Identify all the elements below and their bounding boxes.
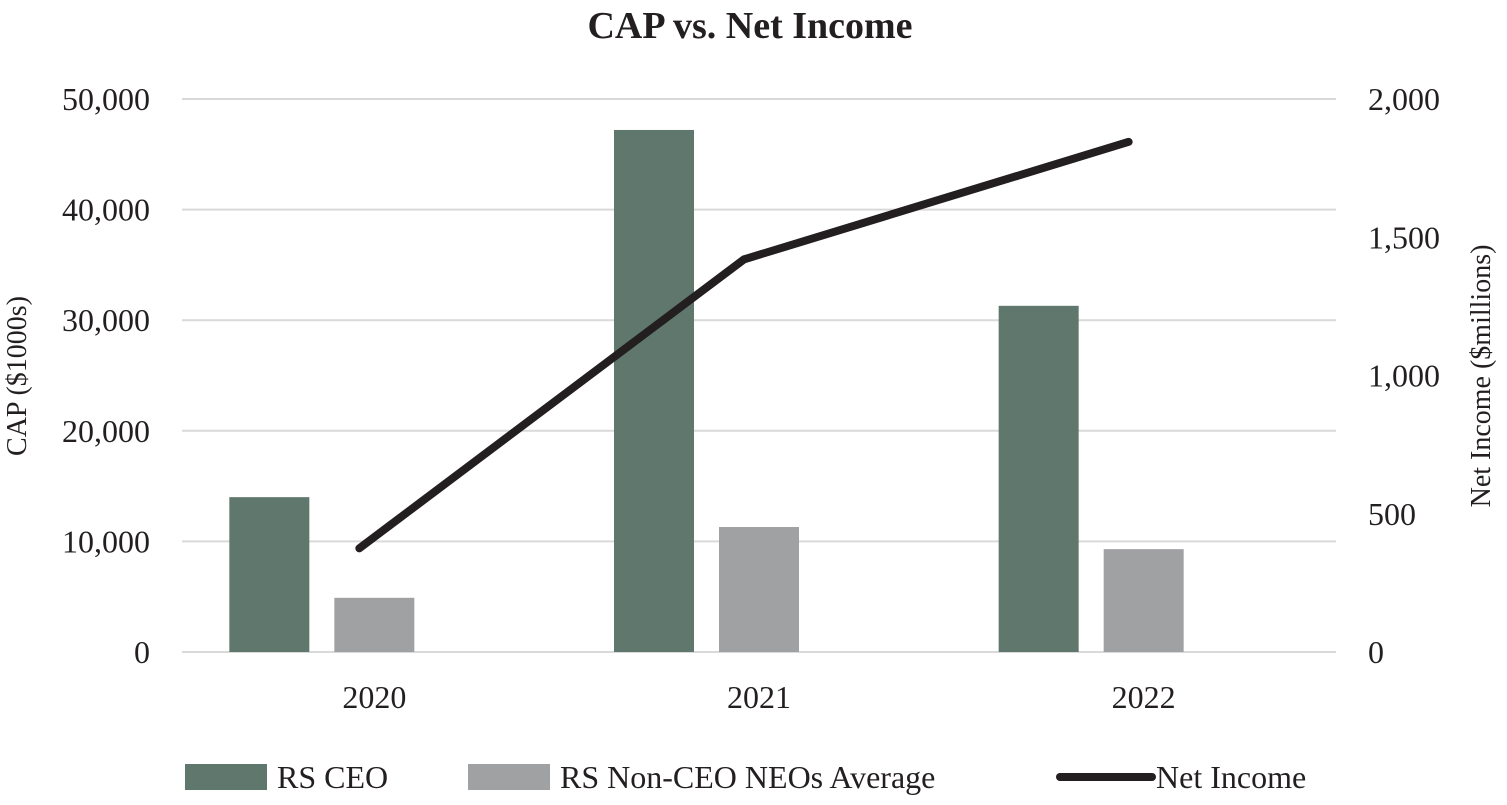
right-axis-tick-label: 500	[1368, 496, 1416, 532]
legend-swatch	[185, 764, 267, 790]
rs-ceo-bar	[614, 129, 694, 652]
rs-non-ceo-neos-average-bar	[334, 597, 415, 652]
x-axis-tick-label: 2020	[342, 679, 406, 715]
left-axis-ticks: 0 10,000 20,000 30,000 40,000 50,000	[62, 81, 150, 670]
right-axis-tick-label: 0	[1368, 634, 1384, 670]
left-axis-tick-label: 40,000	[62, 192, 150, 228]
rs-non-ceo-neos-average-bar	[719, 527, 799, 652]
left-axis-tick-label: 10,000	[62, 523, 150, 559]
right-axis-tick-label: 2,000	[1368, 81, 1440, 117]
left-axis-tick-label: 20,000	[62, 413, 150, 449]
left-axis-tick-label: 30,000	[62, 302, 150, 338]
x-axis-ticks: 2020 2021 2022	[342, 679, 1175, 715]
rs-ceo-bar	[229, 497, 310, 652]
right-axis-tick-label: 1,000	[1368, 358, 1440, 394]
legend-label: RS CEO	[277, 759, 388, 795]
right-axis-label: Net Income ($millions)	[1466, 245, 1497, 508]
legend-label: Net Income	[1156, 759, 1306, 795]
right-axis-tick-label: 1,500	[1368, 219, 1440, 255]
net-income-line	[355, 137, 1133, 553]
bars	[229, 129, 1184, 652]
legend-rs-non-ceo-neos-average: RS Non-CEO NEOs Average	[468, 759, 935, 795]
net-income-line-layer	[355, 137, 1133, 553]
x-axis-tick-label: 2022	[1112, 679, 1176, 715]
right-axis-ticks: 0 500 1,000 1,500 2,000	[1368, 81, 1440, 670]
rs-ceo-bar	[998, 305, 1079, 652]
legend-swatch	[468, 764, 550, 790]
left-axis-tick-label: 0	[134, 634, 150, 670]
legend-label: RS Non-CEO NEOs Average	[560, 759, 935, 795]
left-axis-tick-label: 50,000	[62, 81, 150, 117]
legend-net-income: Net Income	[1056, 759, 1306, 795]
legend: RS CEO RS Non-CEO NEOs Average Net Income	[185, 759, 1306, 795]
legend-rs-ceo: RS CEO	[185, 759, 388, 795]
x-axis-tick-label: 2021	[727, 679, 791, 715]
chart-title: CAP vs. Net Income	[587, 5, 912, 47]
left-axis-label: CAP ($1000s)	[2, 296, 33, 456]
rs-non-ceo-neos-average-bar	[1103, 549, 1184, 652]
